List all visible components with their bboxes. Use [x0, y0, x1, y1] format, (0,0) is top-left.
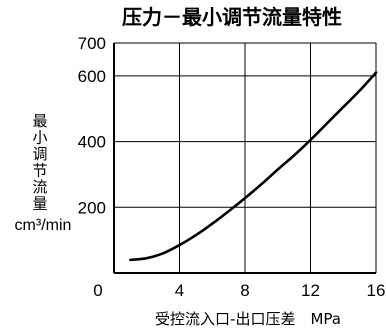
y-tick-label-3: 700	[78, 34, 106, 53]
x-tick-label-0: 0	[93, 281, 102, 300]
y-tick-labels: 200 400 600 700	[78, 34, 106, 217]
x-axis-label: 受控流入口-出口压差 MPa	[155, 310, 341, 328]
y-tick-label-1: 400	[78, 133, 106, 152]
x-tick-label-3: 12	[301, 281, 320, 300]
chart-title: 压力－最小调节流量特性	[122, 5, 342, 29]
y-label-char-0: 最	[32, 112, 47, 130]
y-label-char-5: 量	[32, 195, 47, 213]
y-label-char-4: 流	[32, 178, 47, 196]
y-axis-label: 最小调节流量	[32, 112, 47, 213]
y-label-char-2: 调	[32, 145, 47, 163]
y-tick-label-0: 200	[78, 198, 106, 217]
x-tick-label-2: 8	[240, 281, 249, 300]
y-label-char-3: 节	[32, 162, 47, 180]
y-axis-unit: cm³/min	[15, 217, 72, 234]
x-tick-labels: 0 4 8 12 16	[93, 281, 385, 300]
x-tick-label-1: 4	[175, 281, 184, 300]
axes	[113, 43, 376, 274]
series-line-0	[129, 71, 378, 262]
y-tick-label-2: 600	[78, 67, 106, 86]
x-tick-label-4: 16	[367, 281, 386, 300]
y-label-char-1: 小	[32, 129, 47, 147]
grid	[114, 42, 377, 273]
series	[129, 71, 378, 262]
